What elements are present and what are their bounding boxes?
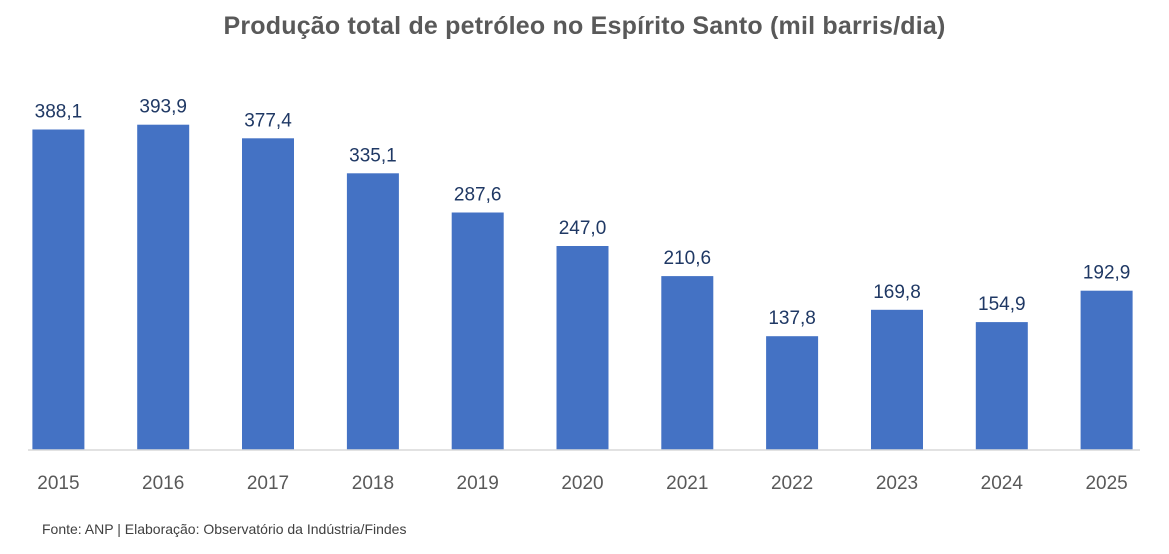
bar-2016	[137, 124, 190, 450]
bar-2020	[556, 246, 609, 450]
data-label-2020: 247,0	[559, 218, 607, 239]
data-label-2019: 287,6	[454, 185, 502, 206]
x-tick-label-2019: 2019	[457, 473, 499, 494]
data-label-2023: 169,8	[873, 282, 921, 303]
x-tick-label-2017: 2017	[247, 473, 289, 494]
data-label-2024: 154,9	[978, 294, 1026, 315]
bar-2023	[871, 309, 923, 450]
x-tick-label-2020: 2020	[561, 473, 603, 494]
x-tick-label-2024: 2024	[981, 473, 1024, 494]
x-tick-label-2015: 2015	[37, 473, 79, 494]
bar-2015	[32, 129, 85, 450]
data-label-2016: 393,9	[139, 97, 187, 118]
x-tick-label-2016: 2016	[142, 473, 184, 494]
x-tick-label-2018: 2018	[352, 473, 394, 494]
data-label-2015: 388,1	[35, 102, 83, 123]
x-tick-label-2022: 2022	[771, 473, 813, 494]
x-axis-ticks: 2015 2016 2017 2018 2019 2020 2021 2022 2023 2024…	[37, 473, 1127, 494]
bar-2017	[242, 138, 294, 451]
bar-2018	[346, 173, 399, 451]
x-tick-label-2025: 2025	[1085, 473, 1127, 494]
x-tick-label-2021: 2021	[666, 473, 708, 494]
bar-2022	[766, 336, 819, 450]
data-label-2021: 210,6	[664, 248, 712, 269]
chart-title: Produção total de petróleo no Espírito S…	[223, 12, 946, 40]
bar-2021	[661, 276, 714, 450]
data-label-2018: 335,1	[349, 145, 397, 166]
bar-2019	[451, 212, 504, 450]
data-label-2017: 377,4	[244, 110, 292, 131]
data-labels: 388,1 393,9 377,4 335,1 287,6 247,0 210,6 137,8…	[35, 97, 1131, 330]
source-note: Fonte: ANP | Elaboração: Observatório da…	[42, 521, 407, 537]
x-tick-label-2023: 2023	[876, 473, 918, 494]
data-label-2025: 192,9	[1083, 263, 1131, 284]
bar-2024	[975, 322, 1028, 450]
bar-series	[32, 124, 1133, 451]
data-label-2022: 137,8	[768, 308, 816, 329]
bar-2025	[1080, 290, 1133, 450]
